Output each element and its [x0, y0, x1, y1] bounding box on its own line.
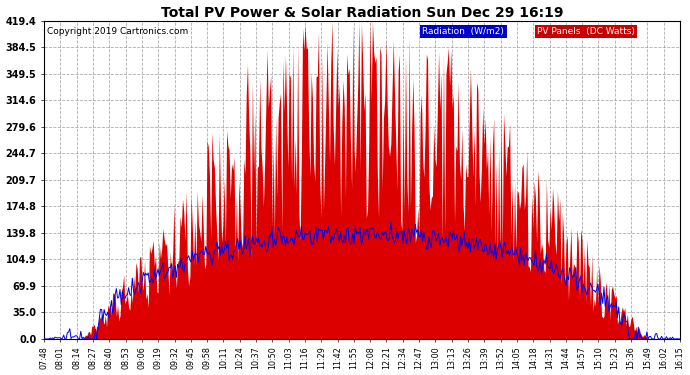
Text: PV Panels  (DC Watts): PV Panels (DC Watts)	[537, 27, 635, 36]
Text: Radiation  (W/m2): Radiation (W/m2)	[422, 27, 504, 36]
Title: Total PV Power & Solar Radiation Sun Dec 29 16:19: Total PV Power & Solar Radiation Sun Dec…	[161, 6, 563, 20]
Text: Copyright 2019 Cartronics.com: Copyright 2019 Cartronics.com	[47, 27, 188, 36]
